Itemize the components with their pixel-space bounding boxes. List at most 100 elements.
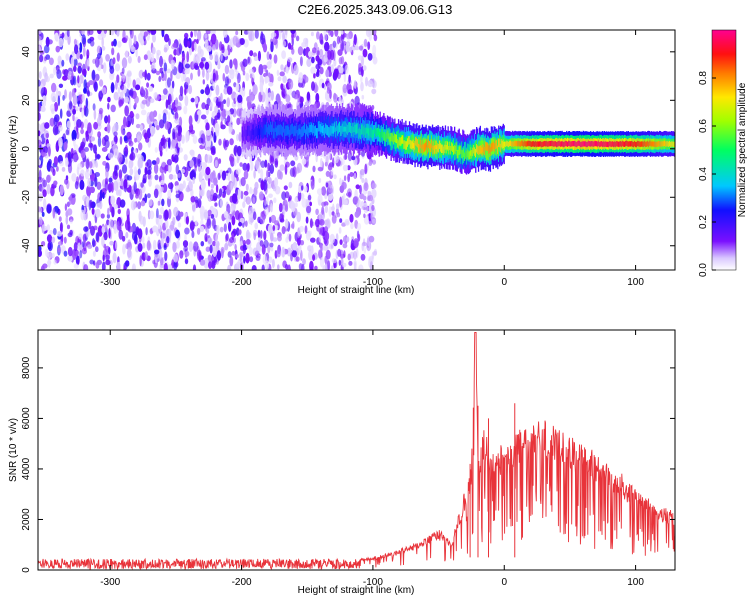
- spectrogram-cell: [266, 61, 272, 70]
- spectrogram-cell: [343, 175, 347, 182]
- spectrogram-cell: [88, 220, 92, 230]
- spectrogram-cell: [358, 45, 364, 51]
- spectrogram-cell: [310, 179, 315, 190]
- spectrogram-cell: [81, 241, 85, 248]
- ridge-cell: [288, 126, 290, 137]
- spectrogram-cell: [297, 46, 304, 56]
- spectrogram-cell: [183, 166, 189, 178]
- spectrogram-cell: [183, 36, 189, 48]
- spectrogram-cell: [173, 260, 178, 270]
- spectrogram-cell: [359, 168, 365, 176]
- spectrogram-cell: [93, 121, 98, 130]
- spectrogram-cell: [172, 242, 177, 253]
- spectrogram-cell: [148, 199, 153, 207]
- spectrogram-cell: [113, 148, 119, 159]
- spectrogram-cell: [188, 115, 193, 126]
- spectrogram-cell: [105, 167, 109, 179]
- spectrogram-cell: [289, 45, 294, 50]
- spectrogram-cell: [166, 236, 170, 244]
- spectrogram-cell: [149, 210, 155, 220]
- spectrogram-cell: [254, 181, 259, 190]
- spectrogram-cell: [52, 125, 59, 136]
- spectrogram-cell: [95, 261, 100, 269]
- spectrogram-cell: [57, 241, 64, 246]
- spectrogram-cell: [198, 251, 202, 263]
- spectrogram-cell: [325, 170, 331, 177]
- spectrogram-cell: [361, 150, 365, 157]
- spectrogram-cell: [264, 199, 267, 206]
- spectrogram-cell: [58, 137, 63, 149]
- snr-x-axis-label: Height of straight line (km): [298, 585, 415, 596]
- ridge-cell: [287, 124, 289, 135]
- spectrogram-cell: [154, 257, 158, 264]
- spectrogram-cell: [233, 82, 237, 88]
- y-tick-label: 0: [21, 146, 32, 152]
- spectrogram-cell: [69, 194, 73, 205]
- spectrogram-cell: [45, 248, 49, 257]
- spectrogram-cell: [164, 218, 169, 229]
- spectrogram-cell: [197, 30, 202, 41]
- spectrogram-cell: [71, 173, 77, 182]
- spectrogram-cell: [101, 87, 107, 95]
- spectrogram-cell: [206, 218, 212, 229]
- spectrogram-cell: [39, 216, 43, 226]
- spectrogram-cell: [205, 70, 210, 81]
- spectrogram-cell: [117, 41, 122, 48]
- spectrogram-cell: [371, 88, 377, 95]
- spectrogram-cell: [175, 240, 180, 249]
- spectrogram-cell: [219, 100, 224, 112]
- spectrogram-cell: [161, 30, 165, 38]
- spectrogram-cell: [184, 227, 190, 235]
- spectrogram-cell: [93, 81, 98, 92]
- spectrogram-cell: [128, 140, 134, 147]
- spectrogram-cell: [185, 215, 189, 225]
- spectrogram-cell: [260, 230, 263, 239]
- spectrogram-cell: [110, 195, 116, 205]
- spectrogram-cell: [118, 229, 124, 240]
- spectrogram-cell: [38, 249, 42, 257]
- spectrogram-cell: [327, 163, 333, 171]
- spectrogram-cell: [58, 216, 62, 222]
- spectrogram-cell: [82, 137, 86, 147]
- spectrogram-cell: [227, 172, 231, 182]
- spectrogram-cell: [252, 197, 256, 204]
- spectrogram-cell: [41, 224, 45, 234]
- spectrogram-cell: [287, 264, 291, 270]
- spectrogram-cell: [321, 82, 325, 89]
- spectrogram-cell: [358, 264, 364, 270]
- spectrogram-cell: [48, 146, 51, 157]
- spectrogram-cell: [312, 254, 316, 261]
- spectrogram-cell: [51, 108, 55, 115]
- spectrogram-cell: [87, 122, 92, 134]
- spectrogram-cell: [65, 140, 68, 149]
- y-tick-label: -20: [21, 190, 32, 205]
- spectrogram-cell: [103, 30, 107, 34]
- spectrogram-cell: [318, 178, 322, 183]
- spectrogram-cell: [330, 64, 334, 74]
- spectrogram-cell: [273, 197, 277, 204]
- spectrogram-cell: [83, 264, 89, 270]
- spectrogram-cell: [348, 74, 351, 84]
- spectrogram-cell: [194, 220, 198, 226]
- spectrogram-cell: [139, 255, 142, 267]
- spectrogram-cell: [335, 203, 340, 210]
- spectrogram-cell: [309, 266, 313, 270]
- spectrogram-cell: [122, 117, 129, 128]
- spectrogram-cell: [298, 185, 302, 194]
- figure-title: C2E6.2025.343.09.06.G13: [298, 2, 453, 17]
- spectrogram-cell: [163, 62, 168, 72]
- spectrogram-cell: [305, 230, 311, 241]
- spectrogram-cell: [342, 243, 348, 249]
- spectrogram-cell: [126, 82, 130, 89]
- spectrogram-cell: [190, 97, 195, 103]
- spectrogram-cell: [53, 66, 57, 76]
- spectrogram-cell: [236, 157, 240, 164]
- spectrogram-cell: [367, 80, 374, 88]
- spectrogram-cell: [217, 172, 221, 181]
- spectrogram-cell: [314, 265, 318, 270]
- spectrogram-cell: [164, 71, 167, 82]
- spectrogram-cell: [135, 84, 141, 91]
- spectrogram-cell: [363, 246, 367, 254]
- spectrogram-cell: [161, 161, 167, 168]
- spectrogram-cell: [224, 117, 228, 125]
